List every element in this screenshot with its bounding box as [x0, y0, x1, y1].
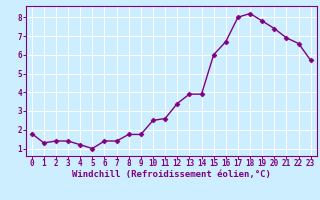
X-axis label: Windchill (Refroidissement éolien,°C): Windchill (Refroidissement éolien,°C)	[72, 170, 271, 179]
